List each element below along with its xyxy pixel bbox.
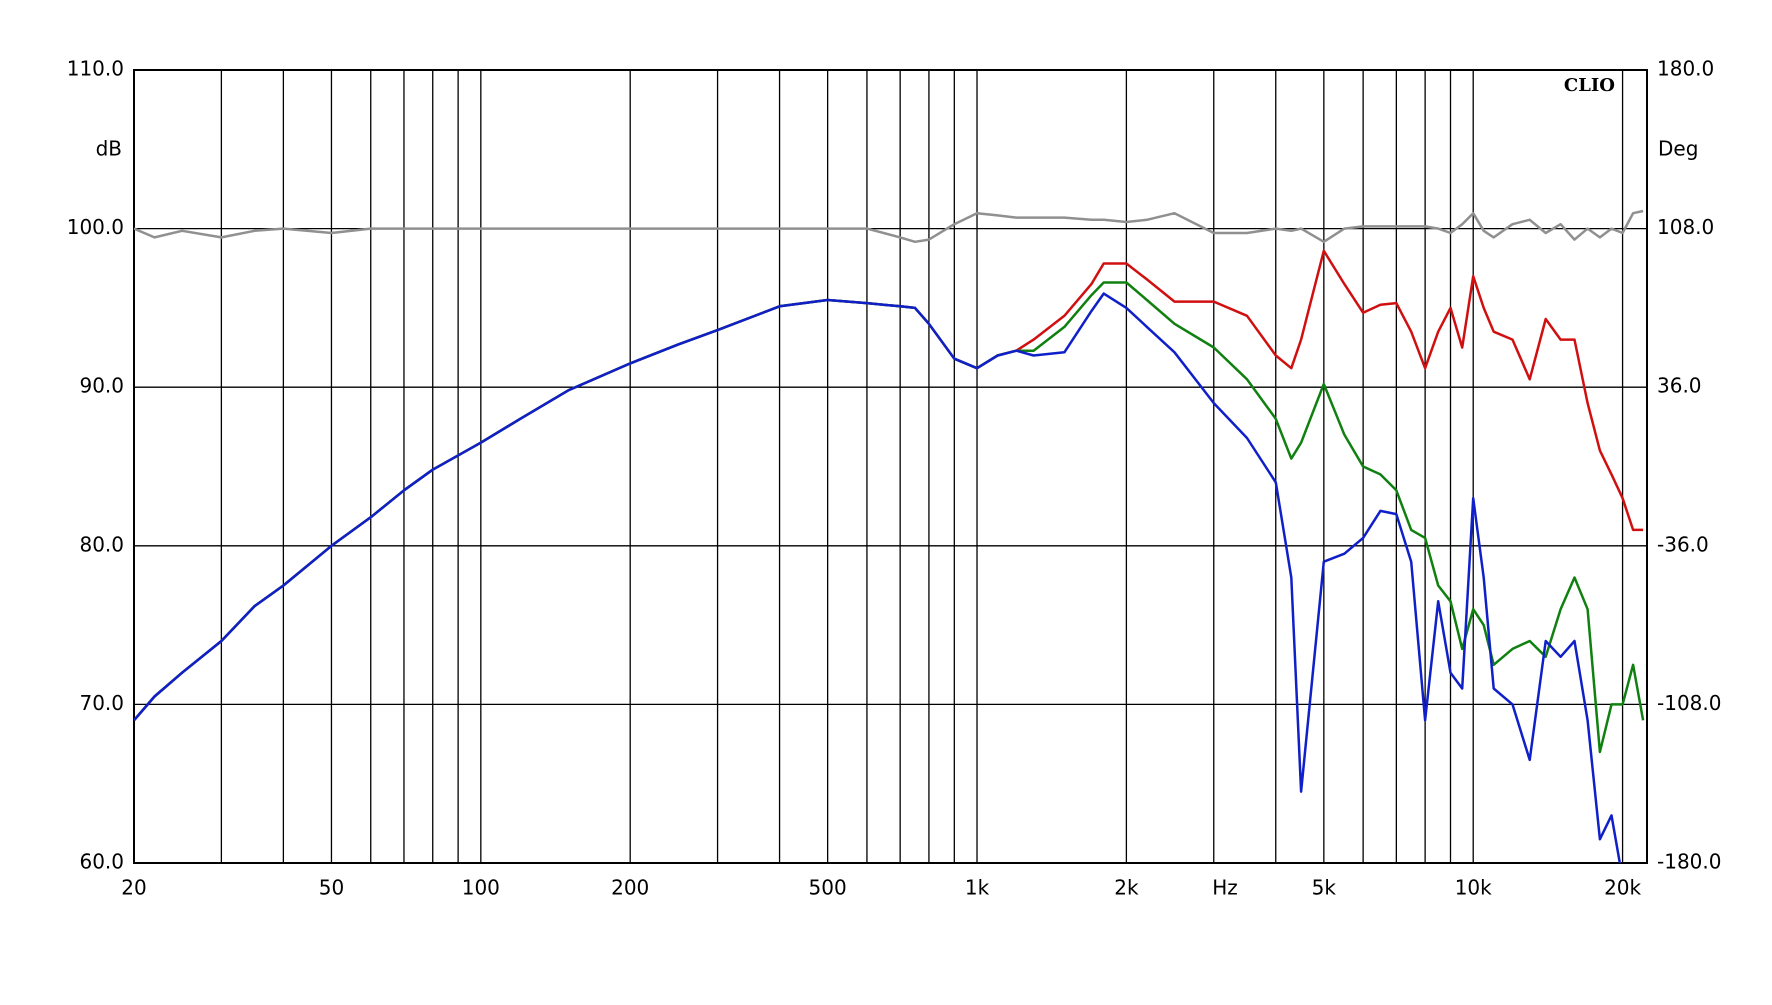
y2-tick-label: -180.0 <box>1657 850 1721 874</box>
series-line <box>134 292 1622 863</box>
y-tick-label: 100.0 <box>67 215 124 239</box>
x-tick-label: 2k <box>1114 876 1139 900</box>
y-axis-label: dB <box>96 137 122 161</box>
y-tick-label: 80.0 <box>79 532 124 556</box>
x-tick-label: 100 <box>462 876 500 900</box>
x-axis-label: Hz <box>1212 876 1238 900</box>
y2-tick-label: 108.0 <box>1657 215 1714 239</box>
x-tick-label: 20k <box>1604 876 1641 900</box>
y2-tick-label: -108.0 <box>1657 691 1721 715</box>
y2-tick-label: -36.0 <box>1657 532 1709 556</box>
x-tick-label: 1k <box>965 876 990 900</box>
plot-area <box>134 209 1645 863</box>
x-tick-label: 20 <box>121 876 146 900</box>
y-tick-label: 90.0 <box>79 374 124 398</box>
x-tick-label: 10k <box>1455 876 1492 900</box>
y2-axis-label: Deg <box>1658 137 1698 161</box>
y-tick-label: 70.0 <box>79 691 124 715</box>
y2-tick-label: 36.0 <box>1657 374 1702 398</box>
x-tick-label: 50 <box>319 876 344 900</box>
y-tick-label: 110.0 <box>67 57 124 81</box>
y-tick-label: 60.0 <box>79 850 124 874</box>
x-tick-label: 200 <box>611 876 649 900</box>
x-tick-label: 5k <box>1312 876 1337 900</box>
y2-tick-label: 180.0 <box>1657 57 1714 81</box>
x-tick-label: 500 <box>809 876 847 900</box>
plot-border <box>133 69 1648 864</box>
brand: CLIO <box>1564 75 1615 96</box>
series-line <box>134 209 1644 244</box>
